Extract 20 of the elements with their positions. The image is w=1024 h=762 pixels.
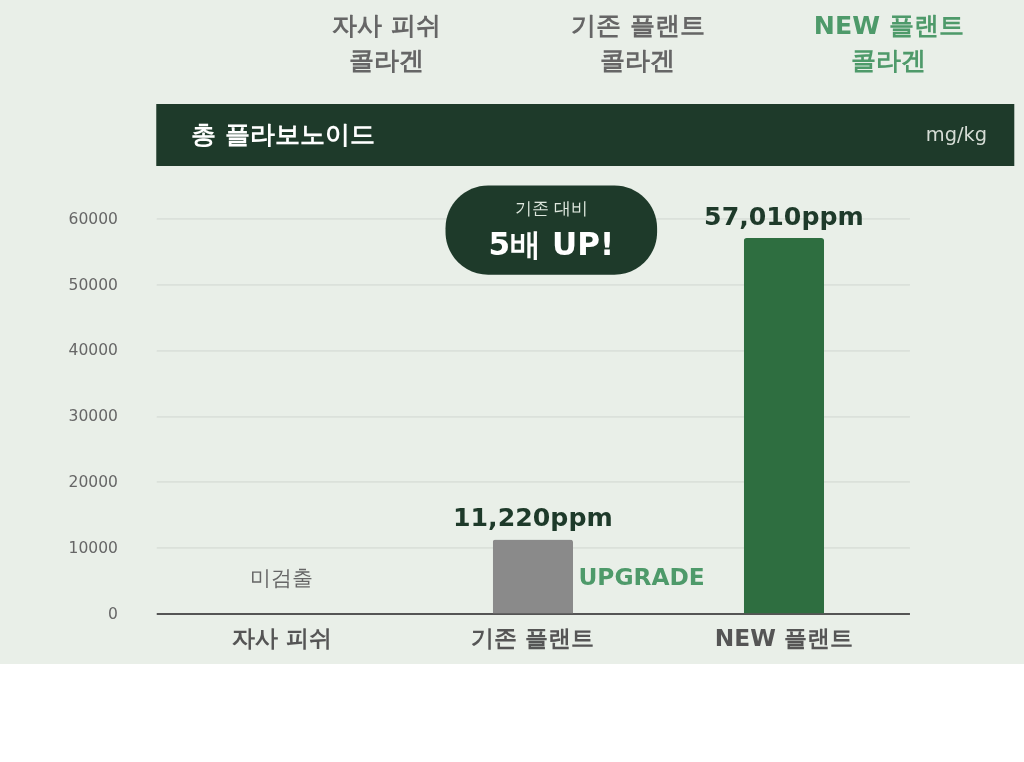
data-label: 11,220ppm	[453, 503, 613, 533]
annotation: UPGRADE	[578, 563, 705, 591]
y-tick-label: 10000	[68, 538, 118, 557]
x-tick-label: 자사 피쉬	[231, 623, 332, 651]
y-tick-label: 20000	[68, 473, 118, 492]
y-tick-label: 60000	[68, 209, 118, 228]
y-tick-label: 50000	[68, 275, 118, 294]
x-tick-label: NEW 플랜트	[714, 623, 854, 651]
x-tick-label: 기존 플랜트	[471, 623, 595, 651]
y-tick-label: 30000	[68, 407, 118, 426]
annotation: 기존 대비 5배 UP!	[488, 197, 615, 263]
text: 미검출	[250, 565, 314, 591]
text: 자사 피쉬 콜라겐	[332, 11, 442, 75]
y-axis-title: mg/kg	[925, 122, 988, 146]
y-tick-label: 40000	[68, 341, 118, 360]
text: NEW 플랜트 콜라겐	[813, 11, 964, 75]
data-label: 57,010ppm	[704, 201, 864, 231]
text: 기존 플랜트 콜라겐	[570, 11, 705, 75]
y-tick-label: 0	[108, 604, 118, 623]
chart-title: 총 플라보노이드	[191, 119, 375, 149]
